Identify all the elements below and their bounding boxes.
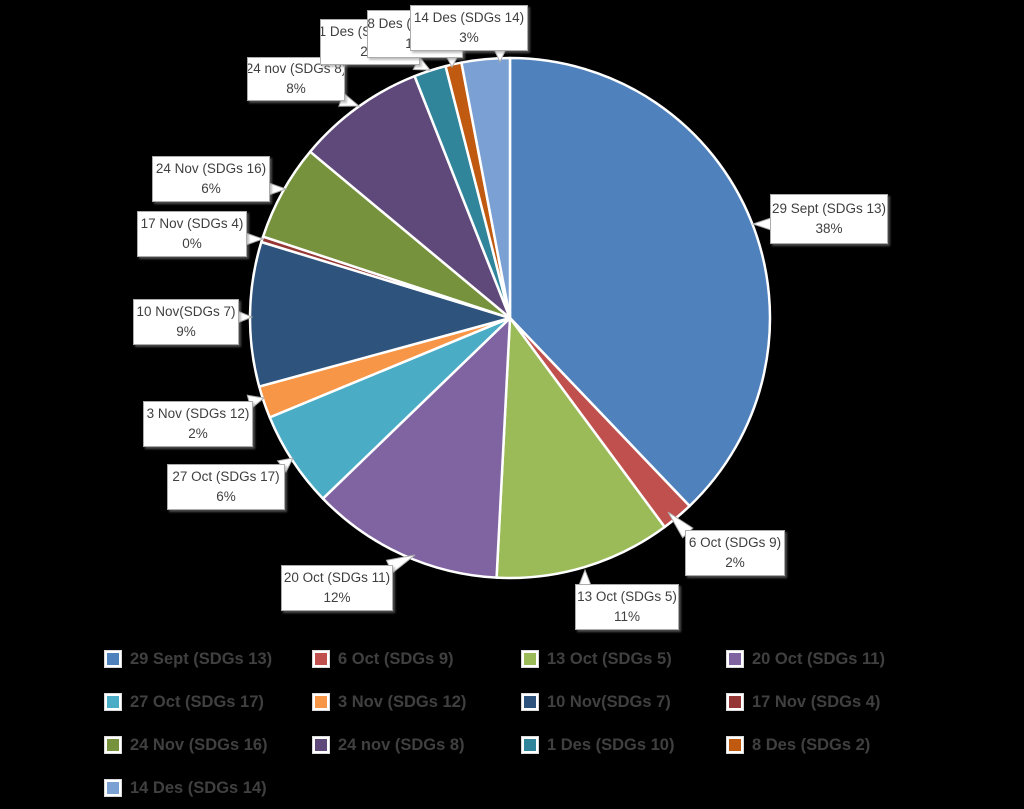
data-label-percentage: 11% — [613, 609, 641, 624]
legend-item-14-des-sdgs-14: 14 Des (SDGs 14) — [104, 775, 267, 801]
data-label-percentage: 6% — [216, 489, 236, 504]
pie-slice-13-oct-sdgs-5 — [495, 316, 666, 580]
data-label-14-des-sdgs-14: 14 Des (SDGs 14) 3% — [410, 5, 528, 51]
legend-swatch — [521, 693, 539, 711]
data-label-percentage: 2% — [725, 555, 745, 570]
legend-item-24-nov-sdgs-16: 24 Nov (SDGs 16) — [104, 732, 268, 758]
data-label-category: 14 Des (SDGs 14) — [413, 10, 525, 26]
legend-swatch — [726, 650, 744, 668]
legend-item-6-oct-sdgs-9: 6 Oct (SDGs 9) — [312, 646, 454, 672]
legend-label: 27 Oct (SDGs 17) — [130, 692, 264, 711]
data-label-category: 29 Sept (SDGs 13) — [771, 201, 887, 217]
data-label-percentage: 12% — [323, 590, 351, 605]
data-label-percentage: 0% — [182, 236, 202, 251]
data-label-20-oct-sdgs-11: 20 Oct (SDGs 11) 12% — [281, 565, 393, 611]
legend-item-1-des-sdgs-10: 1 Des (SDGs 10) — [521, 732, 674, 758]
pie-slice-24-nov-sdgs-8 — [308, 74, 512, 320]
legend-label: 29 Sept (SDGs 13) — [130, 649, 273, 668]
legend-swatch — [312, 736, 330, 754]
data-label-category: 20 Oct (SDGs 11) — [283, 570, 391, 586]
legend-label: 10 Nov(SDGs 7) — [547, 692, 671, 711]
data-label-category: 13 Oct (SDGs 5) — [577, 589, 677, 605]
legend-swatch — [726, 693, 744, 711]
legend-label: 13 Oct (SDGs 5) — [547, 649, 672, 668]
legend-label: 14 Des (SDGs 14) — [130, 778, 267, 797]
legend-swatch — [312, 650, 330, 668]
legend-item-17-nov-sdgs-4: 17 Nov (SDGs 4) — [726, 689, 880, 715]
data-label-29-sept-sdgs-13: 29 Sept (SDGs 13) 38% — [770, 194, 888, 244]
data-label-category: 24 Nov (SDGs 16) — [155, 161, 267, 177]
legend-label: 17 Nov (SDGs 4) — [752, 692, 881, 711]
data-label-17-nov-sdgs-4: 17 Nov (SDGs 4) 0% — [137, 211, 247, 257]
legend-item-27-oct-sdgs-17: 27 Oct (SDGs 17) — [104, 689, 264, 715]
legend-item-13-oct-sdgs-5: 13 Oct (SDGs 5) — [521, 646, 672, 672]
legend-item-10-nov-sdgs-7: 10 Nov(SDGs 7) — [521, 689, 671, 715]
data-label-13-oct-sdgs-5: 13 Oct (SDGs 5) 11% — [575, 584, 679, 630]
data-label-27-oct-sdgs-17: 27 Oct (SDGs 17) 6% — [167, 464, 285, 510]
data-label-percentage: 3% — [459, 30, 479, 45]
legend-swatch — [726, 736, 744, 754]
data-label-category: 24 nov (SDGs 8) — [247, 61, 345, 77]
legend-swatch — [521, 650, 539, 668]
pie-slice-14-des-sdgs-14 — [460, 56, 512, 320]
data-label-percentage: 9% — [176, 324, 196, 339]
legend-swatch — [104, 693, 122, 711]
legend-swatch — [104, 779, 122, 797]
legend-item-29-sept-sdgs-13: 29 Sept (SDGs 13) — [104, 646, 272, 672]
data-label-24-nov-sdgs-16: 24 Nov (SDGs 16) 6% — [152, 156, 270, 202]
pie-slice-10-nov-sdgs-7 — [248, 240, 512, 388]
data-label-6-oct-sdgs-9: 6 Oct (SDGs 9) 2% — [685, 530, 785, 576]
data-label-category: 27 Oct (SDGs 17) — [172, 469, 280, 485]
pie-slice-29-sept-sdgs-13 — [508, 56, 772, 508]
legend-item-20-oct-sdgs-11: 20 Oct (SDGs 11) — [726, 646, 885, 672]
data-label-percentage: 2% — [188, 426, 208, 441]
legend-item-3-nov-sdgs-12: 3 Nov (SDGs 12) — [312, 689, 466, 715]
legend-swatch — [104, 736, 122, 754]
legend-swatch — [104, 650, 122, 668]
data-label-10-nov-sdgs-7: 10 Nov(SDGs 7) 9% — [133, 299, 239, 345]
data-label-category: 3 Nov (SDGs 12) — [146, 406, 250, 422]
legend-label: 3 Nov (SDGs 12) — [338, 692, 467, 711]
data-label-3-nov-sdgs-12: 3 Nov (SDGs 12) 2% — [143, 401, 253, 447]
data-label-category: 10 Nov(SDGs 7) — [136, 304, 236, 320]
legend-label: 24 Nov (SDGs 16) — [130, 735, 268, 754]
legend-label: 20 Oct (SDGs 11) — [752, 649, 885, 668]
data-label-percentage: 6% — [201, 181, 221, 196]
data-label-category: 6 Oct (SDGs 9) — [688, 535, 782, 551]
legend-label: 6 Oct (SDGs 9) — [338, 649, 454, 668]
legend-item-24-nov-sdgs-8: 24 nov (SDGs 8) — [312, 732, 465, 758]
legend-label: 24 nov (SDGs 8) — [338, 735, 465, 754]
data-label-percentage: 8% — [286, 81, 306, 96]
data-label-percentage: 38% — [815, 221, 843, 236]
legend-label: 1 Des (SDGs 10) — [547, 735, 675, 754]
legend-item-8-des-sdgs-2: 8 Des (SDGs 2) — [726, 732, 870, 758]
legend-label: 8 Des (SDGs 2) — [752, 735, 871, 754]
data-label-category: 17 Nov (SDGs 4) — [140, 216, 244, 232]
legend-swatch — [521, 736, 539, 754]
pie-slice-20-oct-sdgs-11 — [321, 316, 512, 579]
legend-swatch — [312, 693, 330, 711]
